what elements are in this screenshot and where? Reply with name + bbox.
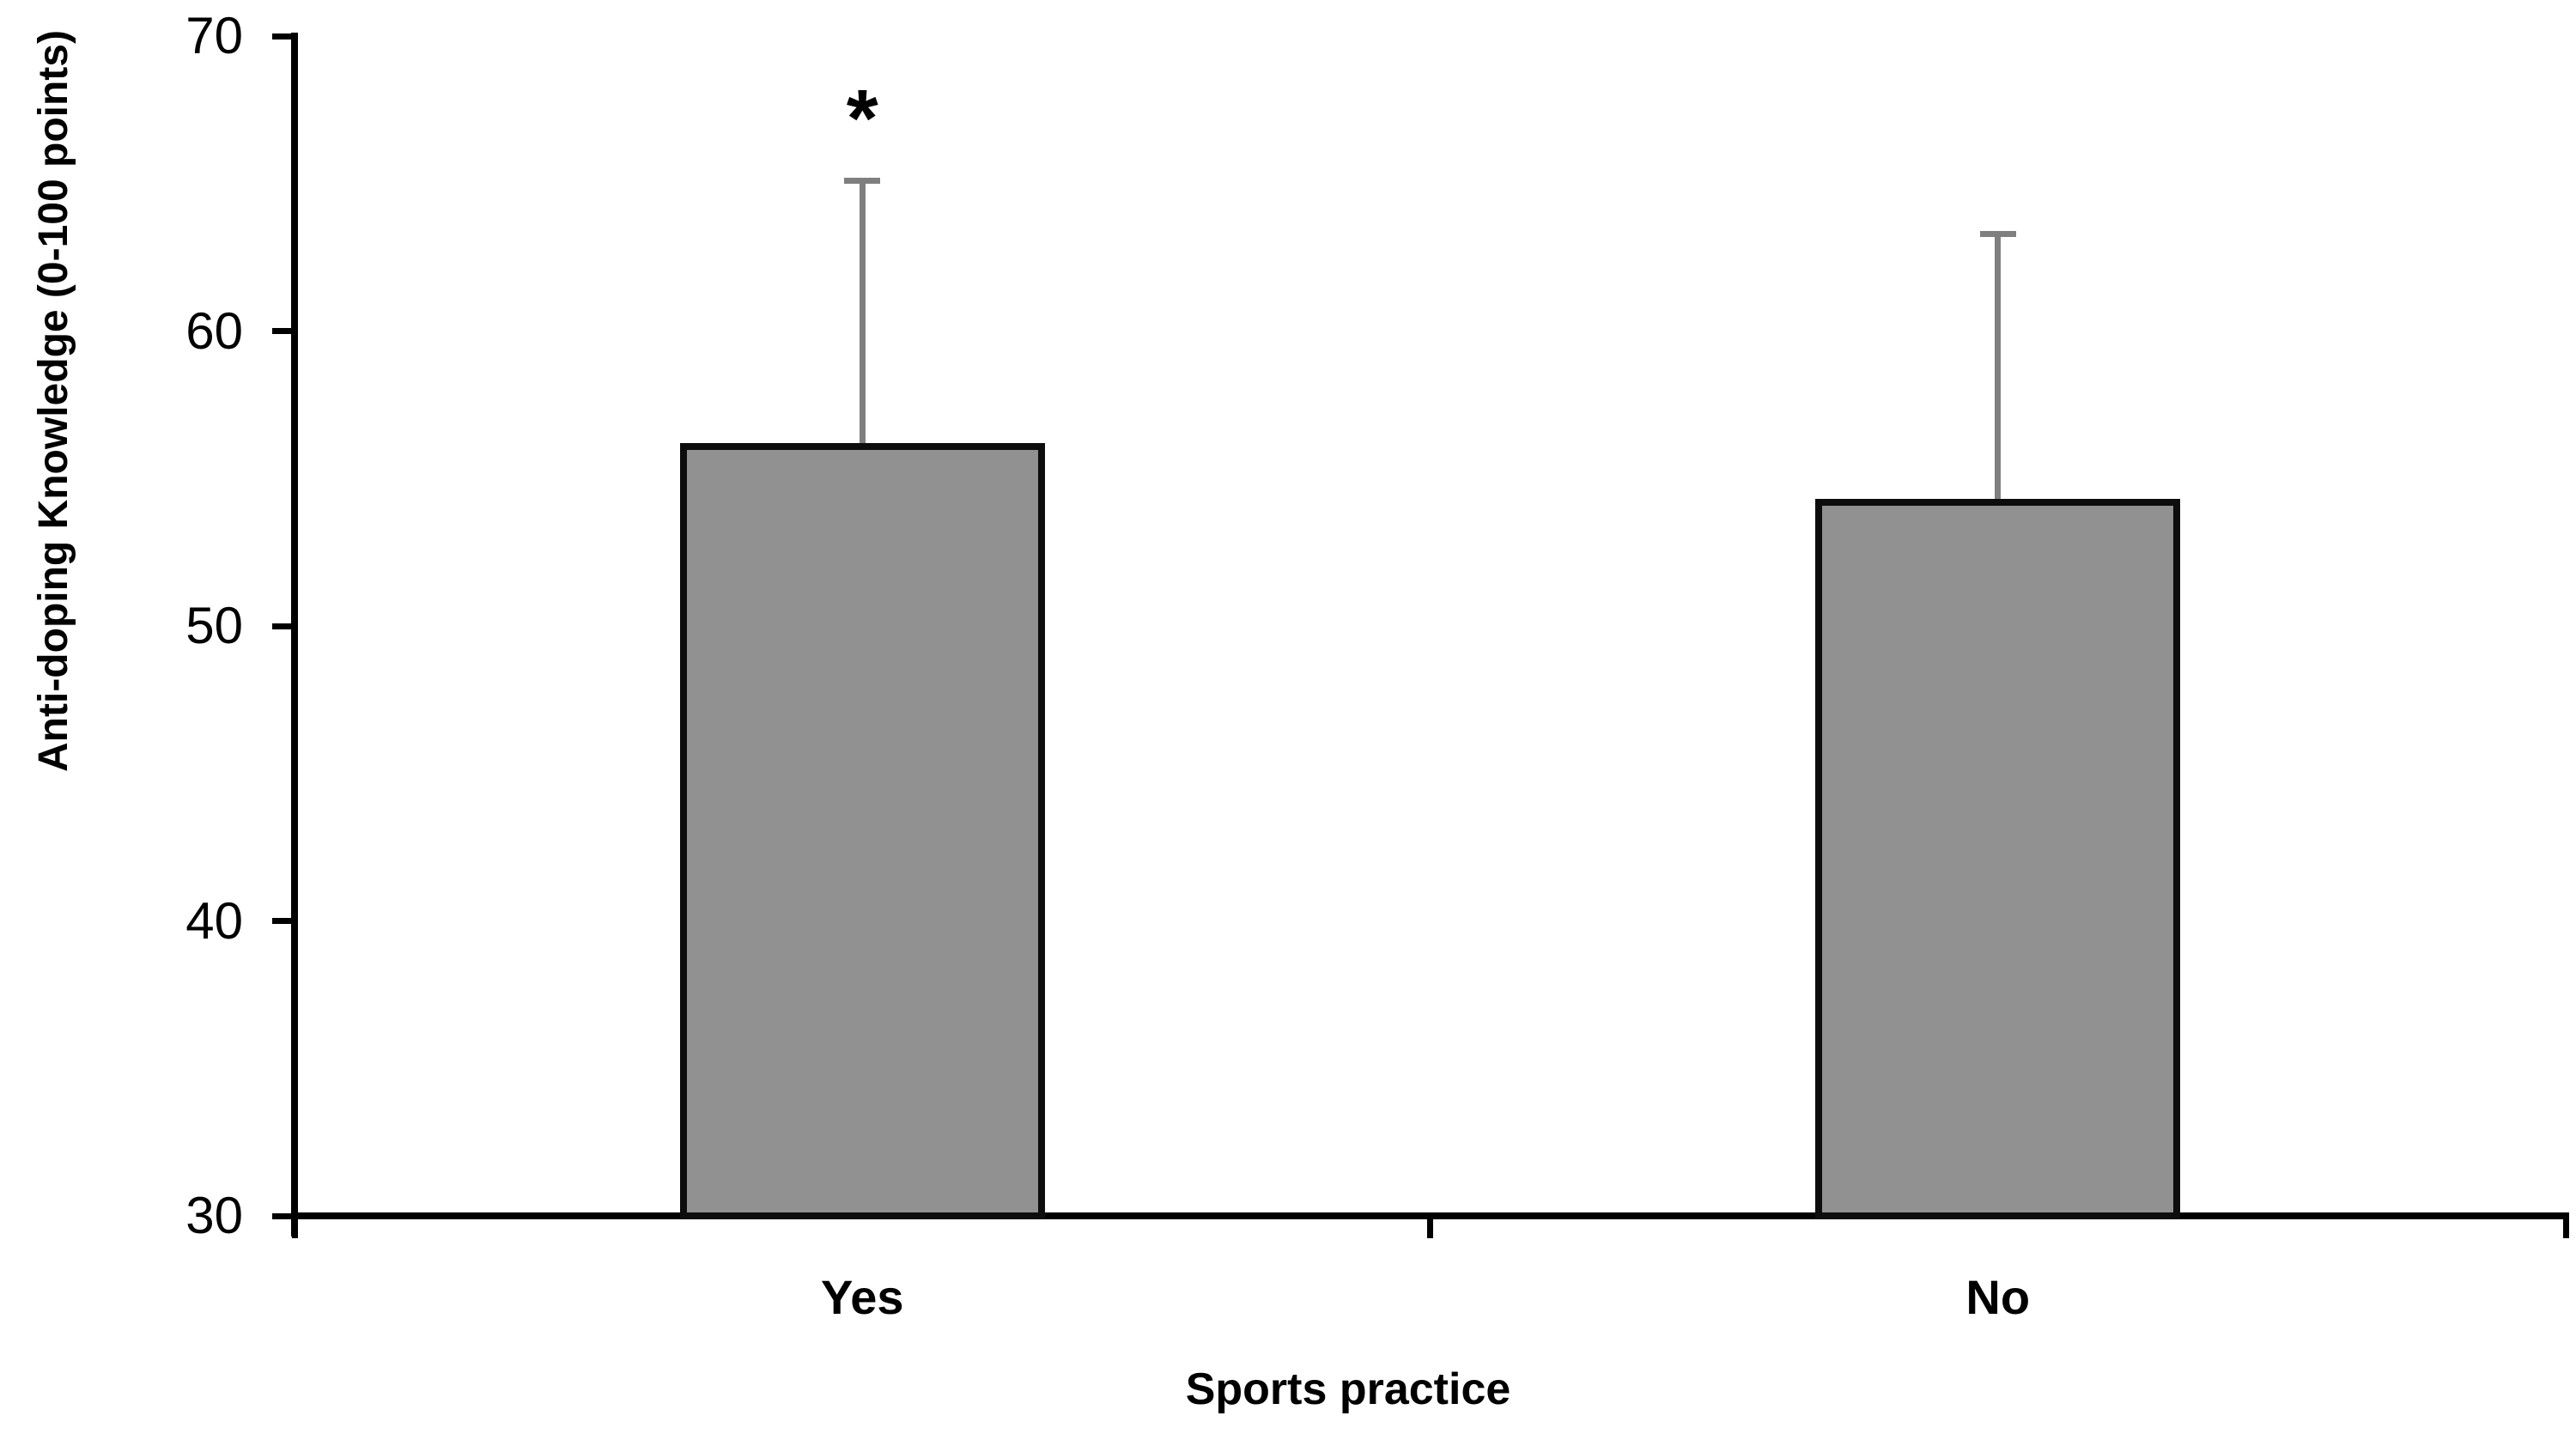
y-tick-50 [272,623,295,629]
significance-asterisk-yes: * [846,73,878,164]
y-tick-label-50: 50 [185,597,243,654]
y-tick-60 [272,328,295,334]
bar-yes [679,443,1045,1219]
y-tick-label-40: 40 [185,891,243,950]
bar-no [1815,499,2181,1219]
y-tick-70 [272,33,295,39]
x-axis-tick-1 [1427,1216,1433,1238]
x-axis-tick-2 [2562,1216,2569,1238]
y-tick-label-30: 30 [185,1187,243,1244]
error-bar-yes [859,180,866,444]
y-axis-title: Anti-doping Knowledge (0-100 points) [31,30,76,772]
category-label-no: No [1965,1270,2031,1324]
error-bar-cap-no [1979,230,2016,237]
y-tick-label-60: 60 [185,301,243,360]
x-axis-tick-0 [291,1216,298,1238]
y-tick-label-70: 70 [185,7,243,64]
error-bar-cap-yes [844,177,881,184]
y-tick-40 [272,918,295,924]
x-axis-title: Sports practice [1185,1364,1511,1414]
error-bar-no [1995,234,2002,500]
y-axis-line [291,33,298,1236]
y-tick-30 [272,1212,295,1219]
category-label-yes: Yes [820,1270,904,1324]
